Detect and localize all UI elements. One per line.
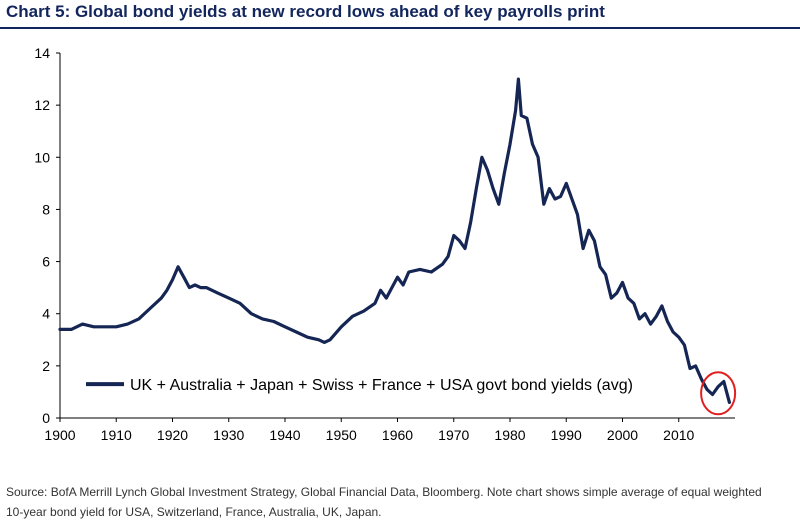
x-tick-label: 1910: [101, 427, 132, 443]
y-tick-label: 0: [42, 410, 50, 426]
y-tick-label: 14: [34, 45, 50, 61]
bond-yield-line-chart: 0 2 4 6 8 10 12 14 1900 1910 1920 1930 1940 1950 1960 1…: [34, 45, 737, 443]
y-tick-label: 10: [34, 149, 50, 165]
title-divider: [0, 27, 800, 29]
source-note: Source: BofA Merrill Lynch Global Invest…: [6, 485, 762, 519]
x-tick-label: 1900: [44, 427, 75, 443]
x-tick-label: 1940: [269, 427, 300, 443]
chart-title: Chart 5: Global bond yields at new recor…: [6, 2, 605, 21]
y-tick-label: 4: [42, 306, 50, 322]
chart-ticks: 0 2 4 6 8 10 12 14 1900 1910 1920 1930 1940 1950 1960 1…: [34, 45, 694, 443]
x-tick-label: 1950: [326, 427, 357, 443]
series-layer: [58, 77, 732, 404]
series-line-1: [58, 77, 732, 404]
x-tick-label: 2000: [607, 427, 638, 443]
chart-axes: [59, 53, 735, 419]
legend-label: UK + Australia + Japan + Swiss + France …: [130, 377, 633, 394]
y-tick-label: 6: [42, 254, 50, 270]
x-tick-label: 1970: [438, 427, 469, 443]
x-tick-label: 1930: [213, 427, 244, 443]
chart-annotations: [700, 371, 737, 416]
chart-legend: UK + Australia + Japan + Swiss + France …: [86, 377, 633, 394]
y-tick-label: 8: [42, 201, 50, 217]
x-tick-label: 2010: [663, 427, 694, 443]
x-tick-label: 1960: [382, 427, 413, 443]
x-tick-label: 1980: [494, 427, 525, 443]
y-tick-label: 12: [34, 97, 50, 113]
y-tick-label: 2: [42, 358, 50, 374]
x-tick-label: 1990: [551, 427, 582, 443]
x-tick-label: 1920: [157, 427, 188, 443]
record-low-highlight-circle: [700, 371, 737, 416]
